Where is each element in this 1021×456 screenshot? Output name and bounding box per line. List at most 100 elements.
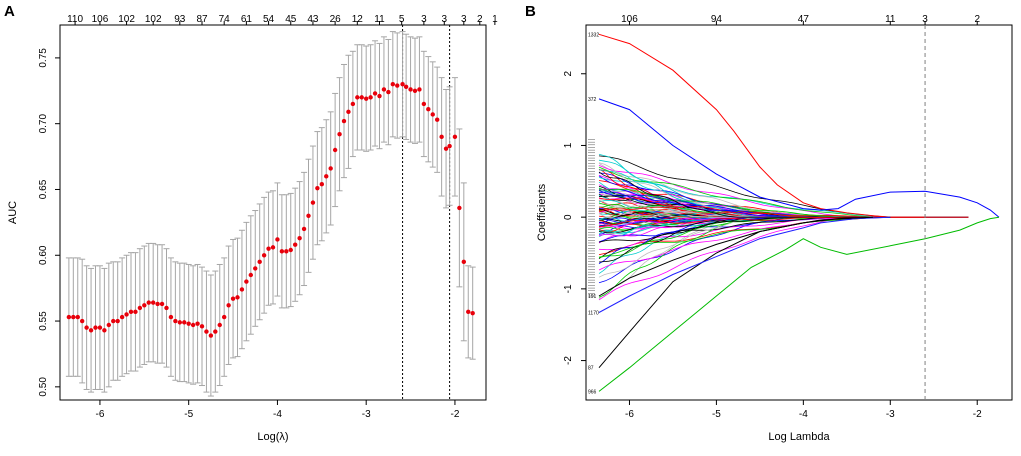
auc-point: [470, 310, 475, 316]
auc-point: [447, 143, 452, 149]
y-tick-label: 1: [563, 142, 574, 148]
auc-point: [253, 266, 258, 271]
auc-point: [106, 322, 112, 328]
coefficient-path: [598, 199, 969, 218]
x-tick-label: -2: [973, 409, 982, 420]
auc-point: [319, 182, 325, 187]
coefficient-path: [598, 197, 969, 218]
top-tick-label: 45: [285, 14, 297, 25]
x-tick-label: -2: [450, 409, 459, 420]
auc-point: [288, 247, 293, 253]
auc-point: [182, 320, 187, 325]
auc-point: [434, 117, 440, 122]
top-tick-label: 11: [374, 14, 385, 25]
y-tick-label: 0.50: [38, 377, 49, 397]
auc-point: [244, 279, 249, 284]
auc-point: [395, 83, 400, 88]
auc-point: [310, 200, 316, 205]
auc-point: [400, 82, 405, 87]
panel-b-letter: B: [525, 3, 536, 20]
auc-point: [204, 329, 209, 334]
auc-point: [239, 287, 245, 292]
x-tick-label: -5: [712, 409, 721, 420]
auc-point: [297, 235, 302, 241]
auc-point: [137, 305, 143, 311]
variable-label: 191: [588, 294, 597, 300]
coefficient-path: [598, 171, 969, 218]
auc-point: [359, 95, 364, 100]
auc-point: [124, 312, 129, 317]
coefficient-path: [598, 177, 969, 218]
auc-point: [363, 96, 369, 101]
top-tick-label: 1: [492, 14, 498, 25]
auc-point: [368, 95, 373, 100]
auc-point: [284, 249, 289, 254]
variable-label: 372: [588, 97, 597, 103]
auc-point: [230, 296, 236, 301]
coefficient-path: [598, 216, 969, 243]
auc-point: [466, 309, 471, 315]
auc-point: [115, 318, 120, 324]
auc-point: [168, 314, 174, 320]
auc-point: [266, 246, 271, 251]
auc-point: [88, 328, 94, 333]
auc-point: [403, 84, 409, 90]
auc-point: [275, 237, 280, 242]
top-tick-label: 2: [477, 14, 483, 25]
coefficient-path: [598, 216, 969, 222]
variable-label: 1332: [588, 32, 599, 38]
auc-point: [421, 101, 427, 107]
top-tick-label: 110: [67, 14, 83, 25]
auc-point: [377, 93, 382, 99]
y-tick-label: 0.75: [38, 48, 49, 68]
top-tick-label: 3: [922, 14, 928, 25]
y-axis-label: Coefficients: [536, 183, 548, 241]
coefficient-path-highlighted: [598, 216, 1000, 392]
y-axis-label: AUC: [7, 201, 19, 224]
x-tick-label: -6: [625, 409, 634, 420]
y-tick-label: 0.65: [38, 179, 49, 199]
auc-point: [208, 333, 214, 338]
panel-a-auc-chart: -6 -5 -4 -3 -2 0.50 0.55 0.60 0.65 0.70 0.75 110 106…: [7, 14, 498, 443]
coefficient-path: [598, 168, 969, 218]
coefficient-path: [598, 165, 969, 218]
auc-point: [146, 300, 151, 305]
auc-point: [341, 118, 347, 124]
x-tick-label: -5: [184, 409, 193, 420]
auc-point: [221, 314, 227, 320]
auc-point: [270, 245, 276, 250]
auc-point: [261, 253, 267, 258]
auc-point: [452, 134, 458, 140]
top-tick-label: 94: [711, 14, 723, 25]
auc-point: [217, 322, 222, 328]
coefficient-path: [598, 169, 969, 218]
top-tick-label: 74: [219, 14, 231, 25]
auc-point: [102, 328, 107, 333]
y-tick-label: 2: [563, 71, 574, 77]
panel-b-coefficient-paths: -6 -5 -4 -3 -2 -2 -1 0 1 2 106 94 47 11 3 2 Log Lambda Co…: [536, 14, 1013, 443]
auc-point: [381, 87, 387, 92]
auc-point: [417, 87, 422, 92]
auc-point: [142, 303, 147, 308]
top-tick-label: 93: [174, 14, 186, 25]
y-tick-label: 0.55: [38, 311, 49, 331]
auc-point: [350, 101, 356, 107]
auc-point: [328, 166, 333, 171]
auc-point: [155, 301, 160, 307]
auc-point: [66, 314, 72, 320]
coefficient-path-highlighted: [598, 98, 1000, 218]
auc-point: [159, 301, 165, 307]
coefficient-path-highlighted: [598, 216, 891, 313]
auc-point: [79, 318, 85, 324]
auc-point: [190, 322, 196, 328]
top-tick-label: 47: [798, 14, 810, 25]
auc-point: [412, 88, 418, 93]
top-tick-label: 106: [92, 14, 109, 25]
top-tick-label: 43: [307, 14, 319, 25]
coefficient-path: [598, 212, 969, 219]
auc-point: [430, 112, 435, 117]
auc-point: [173, 318, 178, 324]
variable-label: 87: [588, 366, 594, 372]
auc-point: [279, 249, 285, 254]
